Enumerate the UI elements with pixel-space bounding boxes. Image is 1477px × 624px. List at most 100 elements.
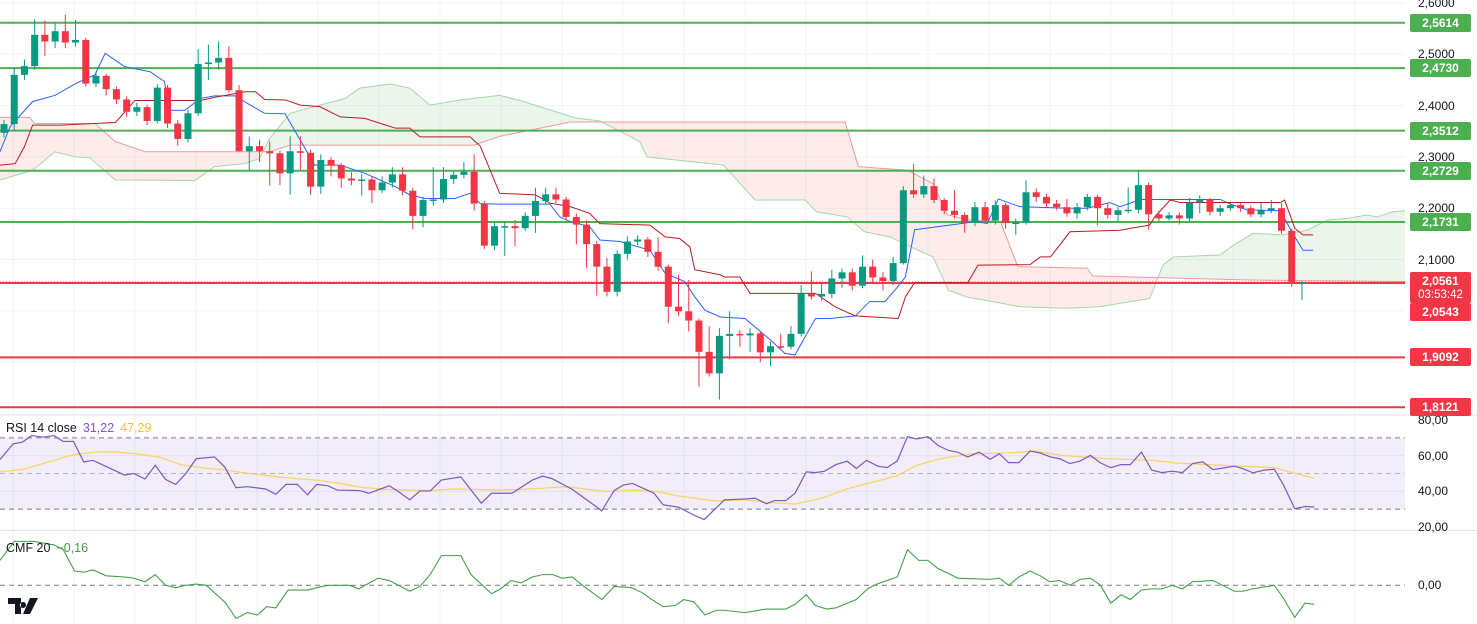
candle-body <box>521 215 529 229</box>
candle <box>1298 281 1306 301</box>
ichimoku-cloud-segment <box>439 103 442 146</box>
ichimoku-cloud-segment <box>1249 233 1252 281</box>
ichimoku-cloud-segment <box>280 121 284 149</box>
ichimoku-cloud-segment <box>825 122 828 214</box>
candle-body <box>715 335 723 374</box>
ichimoku-cloud-segment <box>301 109 304 146</box>
candle-body <box>818 293 826 297</box>
ichimoku-cloud-segment <box>659 122 662 159</box>
rsi-value: 31,22 <box>82 421 115 435</box>
candle <box>358 174 366 196</box>
candle-body <box>1022 192 1030 223</box>
candle-body <box>450 174 458 179</box>
candle <box>1083 193 1091 211</box>
ichimoku-cloud-segment <box>1021 266 1025 307</box>
ichimoku-cloud-segment <box>1126 276 1130 303</box>
ichimoku-cloud-segment <box>1067 267 1071 309</box>
ichimoku-cloud-segment <box>906 170 910 247</box>
candle-body <box>613 253 621 292</box>
ichimoku-cloud-segment <box>485 96 488 142</box>
ichimoku-cloud-segment <box>664 122 667 160</box>
ichimoku-cloud-segment <box>881 168 884 236</box>
candle-body <box>705 351 713 374</box>
candle <box>787 326 795 350</box>
candle <box>685 280 693 332</box>
candle <box>92 71 100 88</box>
ichimoku-cloud-segment <box>480 97 483 144</box>
candle-body <box>10 74 18 125</box>
ichimoku-cloud-segment <box>28 117 31 172</box>
ichimoku-cloud-segment <box>697 122 700 163</box>
ichimoku-cloud-segment <box>817 122 821 213</box>
ichimoku-cloud-segment <box>958 217 961 295</box>
ichimoku-cloud-segment <box>684 122 688 162</box>
ichimoku-cloud-segment <box>390 84 394 146</box>
candle <box>644 236 652 257</box>
candle <box>102 73 110 96</box>
ichimoku-cloud-segment <box>1121 276 1125 304</box>
ichimoku-cloud-segment <box>786 122 790 200</box>
ichimoku-cloud-segment <box>761 122 764 200</box>
candle-body <box>675 306 683 312</box>
candle-body <box>1073 207 1081 214</box>
ichimoku-cloud-segment <box>1397 211 1401 282</box>
ichimoku-cloud-segment <box>104 132 108 173</box>
level-badge: 2,1731 <box>1410 212 1471 231</box>
candle <box>31 19 39 70</box>
ichimoku-cloud-segment <box>965 219 969 298</box>
ichimoku-cloud-segment <box>1108 276 1112 306</box>
ichimoku-cloud-segment <box>204 151 207 174</box>
ichimoku-cloud-segment <box>837 122 841 216</box>
ichimoku-cloud-segment <box>119 143 123 181</box>
ichimoku-cloud-segment <box>457 99 460 146</box>
candle-body <box>72 39 80 43</box>
ichimoku-cloud-segment <box>835 122 838 216</box>
ichimoku-cloud-segment <box>508 97 511 135</box>
ichimoku-cloud-segment <box>278 124 281 149</box>
ichimoku-cloud-segment <box>725 122 729 171</box>
ichimoku-cloud-segment <box>528 103 532 131</box>
ichimoku-cloud-segment <box>947 214 951 292</box>
level-badge: 1,8121 <box>1410 398 1471 417</box>
candle-body <box>572 216 580 225</box>
ichimoku-cloud-segment <box>217 151 220 167</box>
ichimoku-cloud-segment <box>232 151 235 165</box>
level-badge: 2,2729 <box>1410 161 1471 180</box>
candle <box>1094 194 1102 226</box>
ichimoku-cloud-segment <box>539 106 542 129</box>
candle <box>153 84 161 124</box>
ichimoku-cloud-segment <box>1106 276 1109 306</box>
ichimoku-cloud-segment <box>490 96 494 140</box>
cmf-title: CMF 20 <box>6 541 51 555</box>
price-tick-label: 2,2000 <box>1418 201 1455 216</box>
candle <box>296 136 304 170</box>
tradingview-logo[interactable] <box>8 598 40 619</box>
ichimoku-cloud-segment <box>564 114 568 124</box>
ichimoku-cloud-segment <box>1027 266 1030 308</box>
candle-body <box>1237 205 1245 209</box>
ichimoku-cloud-segment <box>35 123 39 168</box>
ichimoku-cloud-segment <box>914 173 918 250</box>
ichimoku-cloud-segment <box>1221 252 1224 280</box>
candle-body <box>746 333 754 336</box>
ichimoku-cloud-segment <box>1310 227 1314 281</box>
ichimoku-cloud-segment <box>1101 276 1104 307</box>
ichimoku-cloud-segment <box>756 122 759 200</box>
ichimoku-cloud-segment <box>771 122 775 200</box>
ichimoku-cloud-segment <box>809 122 813 208</box>
ichimoku-cloud-segment <box>275 127 279 150</box>
candle <box>235 85 243 152</box>
ichimoku-cloud-segment <box>523 101 527 132</box>
ichimoku-cloud-segment <box>367 86 371 146</box>
candle-body <box>1206 199 1214 212</box>
ichimoku-cloud-segment <box>51 123 54 156</box>
candle <box>480 201 488 250</box>
senkou-span-a-line <box>0 83 1405 309</box>
ichimoku-cloud-segment <box>498 95 501 137</box>
ichimoku-cloud-segment <box>720 122 723 166</box>
ichimoku-cloud-segment <box>1308 228 1311 281</box>
ichimoku-cloud-segment <box>467 98 471 146</box>
ichimoku-cloud-segment <box>1259 233 1263 281</box>
candle-body <box>531 201 539 216</box>
